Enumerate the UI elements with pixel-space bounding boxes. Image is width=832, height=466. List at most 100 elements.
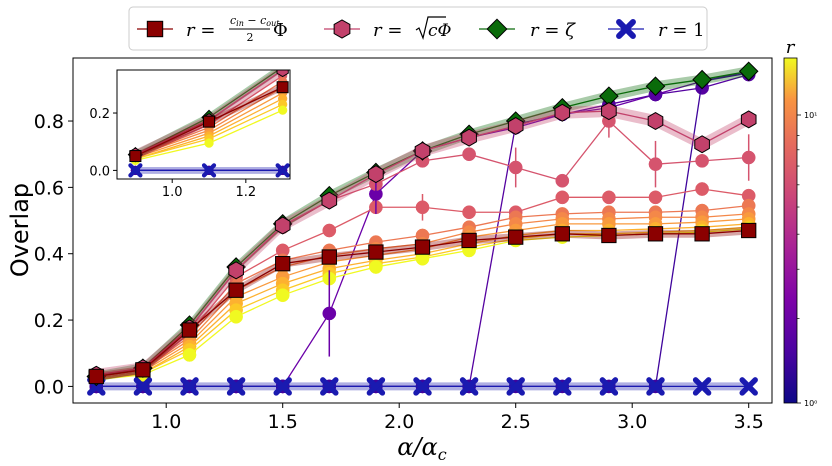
series-1-point [554,103,571,122]
series-2-point [645,76,666,97]
series-3-point [226,377,246,396]
inset-frame [116,69,291,180]
svg-text:Φ: Φ [273,20,288,41]
series-0-point [321,249,337,265]
inset-series-3-point [275,163,290,178]
series-0-point [508,229,524,245]
x-tick-label: 1.0 [151,411,181,433]
series-0-point [741,222,757,239]
series-0-point [414,239,431,255]
r-series-4-point [555,190,570,205]
series-0-point [368,244,384,260]
x-axis: 1.0 1.5 2.0 2.5 3.0 3.5 [151,403,764,433]
series-0-point [228,282,244,298]
series-0-point [601,227,617,244]
legend-label-4: r = 1 [658,20,705,41]
y-axis-label: Overlap [6,183,34,277]
inset-x-tick-label: 1.0 [162,185,183,200]
inset-series-3-point [128,163,143,178]
series-0-point [88,368,104,385]
series-0-point [181,322,198,338]
inset-x-axis: 1.0 1.2 [162,179,256,200]
legend-marker-2 [333,19,351,39]
series-3-point [646,377,665,396]
main-series-group [86,61,759,396]
series-3-point [692,377,712,396]
y-tick-label: 0.0 [34,376,64,398]
series-0-point [554,226,570,242]
x-tick-label: 1.5 [268,411,298,433]
series-1-point [694,135,710,154]
series-0-point [647,226,664,242]
series-1-point [601,102,617,121]
inset-x-tick-label: 1.2 [235,185,256,200]
series-1-point [228,261,244,280]
inset-r-series-10-point [204,138,214,148]
r-series-4-point [322,223,337,238]
y-tick-label: 0.4 [34,244,64,266]
inset-r-series-10-point [277,105,288,115]
legend-marker-4 [616,19,636,39]
colorbar: r 10¹ 10⁰ [783,37,817,408]
inset-y-tick-label: 0.2 [89,107,110,122]
inset-series-3-point [201,163,217,178]
series-1-point [647,112,664,131]
series-0-point [135,362,151,378]
inset-series-group [127,70,290,178]
series-3-point [180,377,199,396]
r-series-4-point [462,205,476,220]
series-0-point [275,256,291,272]
series-2-point [738,61,759,82]
series-1-point [507,116,524,136]
legend: r = cin − cout 2 Φ r = cΦ r = ζ r = 1 [128,6,708,51]
legend-label-1-prefix: r = [186,20,215,41]
svg-text:cΦ: cΦ [428,21,452,41]
series-3-point [599,377,619,396]
r-series-10-point [369,260,383,274]
series-3-point [320,377,339,396]
r-series-10-point [182,348,197,362]
series-3-point [739,377,758,396]
legend-label-1-fraction: cin − cout 2 Φ [229,14,288,44]
x-tick-label: 3.0 [617,411,647,433]
r-series-4-point [602,190,616,205]
r-series-4-point [695,182,709,196]
r-series-3-point [462,147,476,162]
series-1-point [414,141,431,160]
series-1-point [461,128,477,147]
r-series-10-point [275,288,290,303]
series-2-band [96,66,749,382]
y-axis: 0.0 0.2 0.4 0.6 0.8 [34,111,73,398]
series-0-point [461,232,477,249]
legend-label-3: r = ζ [530,20,576,41]
series-3-point [133,377,153,396]
colorbar-label: r [786,37,796,58]
colorbar-tick-1: 10⁰ [804,399,817,408]
x-tick-label: 2.5 [501,411,531,433]
inset-series-0-point [203,115,216,128]
svg-text:2: 2 [247,31,254,44]
plot-frame [72,57,773,404]
series-1-point [321,191,338,210]
y-tick-label: 0.6 [34,177,64,199]
legend-label-2-prefix: r = [373,20,402,41]
inset-series-0-point [129,150,142,163]
series-1-point [368,165,384,184]
series-3-point [506,377,525,396]
colorbar-tick-10: 10¹ [804,111,817,120]
inset-y-tick-label: 0.0 [89,164,110,179]
series-0-point [694,226,710,242]
x-tick-label: 2.0 [384,411,414,433]
series-3-point [553,377,572,396]
series-3-point [366,377,386,396]
r-series-4-point [648,190,663,205]
inset-y-axis: 0.0 0.2 [89,107,117,179]
series-1-point [740,110,757,129]
r-series-3-point [695,153,709,168]
inset-series-1-point [276,70,289,78]
legend-marker-1 [146,20,164,38]
legend-label-2-sqrt: cΦ [415,16,452,41]
series-1-point [274,216,291,235]
series-3-point [413,377,432,396]
